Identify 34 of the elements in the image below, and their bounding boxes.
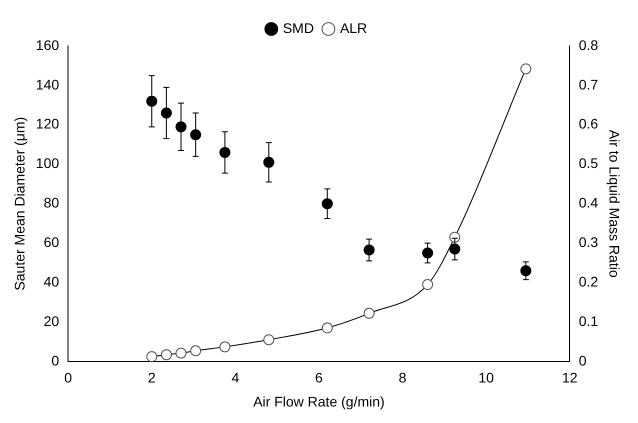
x-axis-title: Air Flow Rate (g/min) bbox=[253, 393, 385, 410]
point bbox=[219, 146, 230, 158]
y2-tick-label: 0.7 bbox=[578, 76, 598, 92]
y-tick-label: 140 bbox=[36, 76, 60, 92]
legend-label: SMD bbox=[282, 20, 314, 36]
y2-axis-title: Air to Liquid Mass Ratio bbox=[606, 130, 623, 278]
y-tick-label: 40 bbox=[44, 273, 60, 290]
point bbox=[160, 108, 172, 119]
x-tick-label: 12 bbox=[562, 370, 578, 386]
y2-tick-label: 0.2 bbox=[578, 273, 598, 290]
x-tick-label: 10 bbox=[478, 370, 494, 386]
point bbox=[364, 244, 375, 256]
y2-tick-label: 0.8 bbox=[578, 36, 598, 53]
y-tick-label: 20 bbox=[44, 312, 60, 329]
point bbox=[422, 247, 434, 258]
x-tick-label: 4 bbox=[231, 370, 240, 386]
y-axis-title: Sauter Mean Diameter (μm) bbox=[11, 116, 28, 291]
y2-tick-label: 0.6 bbox=[578, 116, 598, 132]
y2-tick-label: 0 bbox=[578, 352, 587, 368]
y2-tick-label: 0.1 bbox=[578, 312, 598, 329]
y-tick-label: 0 bbox=[51, 352, 60, 368]
y-tick-label: 120 bbox=[36, 116, 60, 132]
y-tick-label: 60 bbox=[44, 234, 60, 250]
legend-label: ALR bbox=[340, 20, 368, 36]
x-tick-label: 0 bbox=[64, 370, 72, 386]
y2-tick-label: 0.4 bbox=[578, 194, 598, 211]
y-tick-label: 80 bbox=[44, 194, 60, 211]
y-tick-label: 160 bbox=[36, 36, 60, 53]
y2-tick-label: 0.5 bbox=[578, 155, 598, 172]
y-tick-label: 100 bbox=[36, 155, 60, 172]
x-tick-label: 6 bbox=[315, 370, 324, 386]
y2-tick-label: 0.3 bbox=[578, 234, 598, 250]
x-tick-label: 8 bbox=[398, 370, 407, 386]
x-tick-label: 2 bbox=[148, 370, 156, 386]
